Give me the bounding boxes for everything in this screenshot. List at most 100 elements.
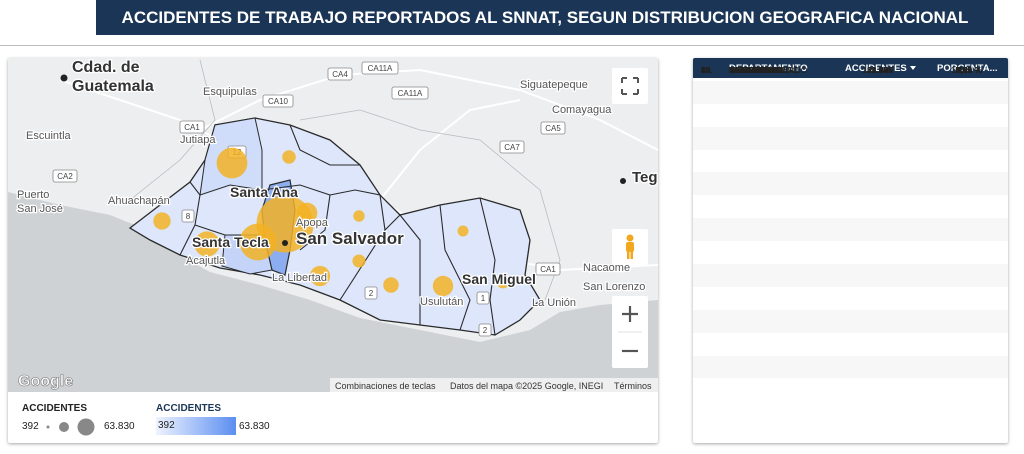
row-index: 6. (701, 65, 709, 75)
accidents: 63.830 (867, 65, 893, 75)
road-label: CA1 (540, 265, 556, 274)
bubble (282, 150, 296, 164)
accidents: 22.741 (867, 65, 893, 75)
page-title: ACCIDENTES DE TRABAJO REPORTADOS AL SNNA… (121, 7, 969, 27)
row-index: 10. (701, 65, 713, 75)
row-index: 4. (701, 65, 709, 75)
table-row: 12. LA UNIÓN 869 0,66 % (693, 65, 1008, 333)
sort-icon (910, 66, 916, 70)
row-index: 7. (701, 65, 709, 75)
percent: 0,72 % (955, 65, 982, 75)
place-label: Escuintla (26, 130, 72, 142)
accidents: 14.395 (867, 65, 893, 75)
column-header[interactable]: PORCENTA... (937, 63, 998, 74)
road-shield (391, 86, 429, 100)
road-shield (478, 323, 492, 337)
table-row: 6. SAN MIGUEL 4.578 3,48 % (693, 65, 1008, 196)
row-index: 11. (701, 65, 713, 75)
map-footer[interactable]: Términos (614, 381, 652, 391)
table-row: 5. CUSCATLÁN 4.792 3,64 % (693, 65, 1008, 173)
bubble (496, 275, 510, 289)
road-shield (364, 286, 378, 300)
total-percent: 100 % (957, 65, 982, 75)
row-index: 1. (701, 65, 709, 75)
legend-max: 63.830 (239, 421, 270, 432)
accidents: 1.833 (871, 65, 893, 75)
bubble (216, 147, 248, 179)
place-label: Apopa (296, 217, 329, 229)
place-label: Usulután (420, 296, 463, 308)
accidents: 495 (878, 65, 893, 75)
row-index: 9. (701, 65, 709, 75)
zoom-in[interactable] (622, 306, 638, 322)
bubble (353, 210, 365, 222)
table-row: 1. SAN SALVADOR 63.830 48,5 % (693, 58, 1008, 81)
place-label: Guatemala (72, 78, 154, 95)
map-footer[interactable]: Combinaciones de teclas (335, 381, 436, 391)
table-header: DEPARTAMENTO ACCIDENTES PORCENTA... (693, 58, 1008, 78)
road-shield (361, 61, 399, 75)
accidents: 8.451 (871, 65, 893, 75)
bubble (457, 225, 469, 237)
city-dot (282, 240, 288, 246)
bubble (296, 202, 318, 224)
row-index: 2. (701, 65, 709, 75)
legend-min: 392 (22, 421, 39, 432)
road-label: CA11A (398, 89, 423, 98)
department: LA UNIÓN (729, 65, 769, 75)
title-bar: ACCIDENTES DE TRABAJO REPORTADOS AL SNNA… (96, 0, 994, 35)
accidents: 949 (878, 65, 893, 75)
table-row: 4. SONSONATE 8.451 6,42 % (693, 65, 1008, 150)
fullscreen-icon (621, 77, 639, 95)
road-label: CA7 (504, 143, 520, 152)
fullscreen-button[interactable] (612, 68, 648, 104)
legend-size-icons (46, 418, 95, 436)
department: SONSONATE (729, 65, 782, 75)
google-logo: Google (18, 373, 73, 390)
road-shield (179, 120, 205, 134)
department: SAN VICENTE (729, 65, 786, 75)
department: LA LIBERTAD (729, 65, 783, 75)
bubble (383, 277, 399, 293)
department: CUSCATLÁN (729, 65, 780, 75)
accidents: 392 (878, 65, 893, 75)
map-card: CA4CA11ACA11ACA10CA1CA5CA7CA2128212CA1 C… (8, 58, 658, 443)
table-row: 15. NO ESPECIFICADO 2 0 % (693, 65, 1008, 401)
road-shield (476, 291, 490, 305)
road-label: CA11A (368, 64, 393, 73)
place-label: Puerto (17, 189, 49, 201)
place-label: Jutiapa (180, 134, 216, 146)
road-shield (181, 209, 195, 223)
percent: 0,66 % (955, 65, 982, 75)
column-header[interactable]: DEPARTAMENTO (729, 63, 808, 74)
place-label: Esquipulas (203, 86, 257, 98)
accidents: 4.578 (871, 65, 893, 75)
attribution-bar (330, 378, 658, 392)
percent: 6,42 % (955, 65, 982, 75)
table-row: Total 131.619 100 % (693, 65, 1008, 424)
road-label: CA4 (332, 70, 348, 79)
percent: 3,64 % (955, 65, 982, 75)
department: LA PAZ (729, 65, 758, 75)
map[interactable]: CA4CA11ACA11ACA10CA1CA5CA7CA2128212CA1 C… (8, 58, 658, 392)
road-shield (535, 262, 561, 276)
column-header[interactable]: ACCIDENTES (845, 63, 907, 74)
borders (129, 59, 561, 301)
total-accidents: 131.619 (862, 65, 893, 75)
department: SANTA ANA (729, 65, 776, 75)
road-shield (52, 169, 78, 183)
legend-title: ACCIDENTES (22, 403, 88, 414)
accidents: 2 (888, 65, 893, 75)
accidents: 1.080 (871, 65, 893, 75)
place-label: La Libertad (272, 272, 327, 284)
accidents: 2.732 (871, 65, 893, 75)
road-label: 1 (481, 294, 486, 303)
department: AHUACHAPÁN (729, 65, 789, 75)
percent: 48,5 % (955, 65, 982, 75)
department: CHALATENANGO (729, 65, 799, 75)
divider (0, 45, 1024, 46)
place-label: San José (17, 203, 63, 215)
road-shield (262, 94, 294, 108)
place-label: Santa Tecla (192, 234, 269, 250)
table-row: 3. SANTA ANA 14.395 10,94 % (693, 65, 1008, 127)
